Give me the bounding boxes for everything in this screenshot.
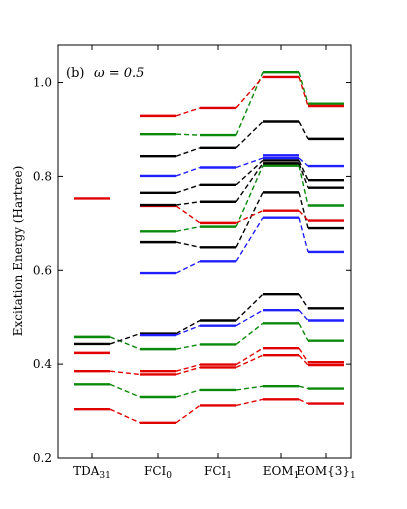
connector-line (175, 133, 201, 136)
x-tick-label: TDA31 (73, 464, 111, 481)
connector-line (235, 398, 264, 407)
connector-line (109, 408, 141, 424)
connector-line (175, 184, 201, 194)
connector-line (175, 166, 201, 177)
connector-line (298, 210, 309, 221)
connector-line (298, 354, 309, 366)
x-tick-label: FCI0 (144, 464, 172, 481)
connector-line (298, 121, 309, 140)
connector-line (298, 385, 309, 390)
connector-line (175, 363, 201, 372)
connector-line (109, 336, 141, 350)
x-tick-label: FCI1 (204, 464, 232, 481)
connector-line (298, 192, 309, 229)
connector-line (175, 404, 201, 424)
connector-line (298, 347, 309, 363)
y-tick-label: 0.4 (33, 357, 52, 371)
connector-line (175, 241, 201, 248)
connector-line (235, 293, 264, 321)
connector-line (175, 107, 201, 117)
connector-line (175, 319, 201, 335)
connector-line (235, 159, 264, 186)
connector-line (109, 370, 141, 376)
y-tick-label: 1.0 (33, 76, 52, 90)
connector-line (235, 347, 264, 366)
connector-line (298, 163, 309, 188)
connector-line (175, 201, 201, 206)
connector-line (298, 72, 309, 104)
y-tick-label: 0.8 (33, 169, 52, 183)
connector-line (235, 385, 264, 391)
connector-line (109, 383, 141, 398)
connector-line (235, 157, 264, 169)
connector-line (175, 225, 201, 233)
y-tick-label: 0.2 (33, 451, 52, 465)
plot-frame (57, 44, 352, 459)
connector-line (235, 165, 264, 227)
connector-line (175, 343, 201, 350)
connector-line (235, 217, 264, 262)
connector-line (175, 389, 201, 398)
connector-line (298, 322, 309, 341)
connector-line (235, 354, 264, 369)
connector-line (235, 120, 264, 149)
connector-line (298, 217, 309, 253)
connector-line (298, 160, 309, 181)
connector-line (298, 76, 309, 107)
x-tick-label: EOM{3}1 (296, 464, 356, 481)
connector-line (175, 205, 201, 224)
connector-line (175, 366, 201, 376)
connector-line (175, 325, 201, 336)
connector-line (298, 398, 309, 405)
y-tick-label: 0.6 (33, 263, 52, 277)
connector-line (298, 157, 309, 167)
connector-line (109, 332, 141, 345)
connector-line (175, 260, 201, 274)
connector-line (235, 76, 264, 109)
connector-line (175, 147, 201, 157)
connector-line (298, 309, 309, 321)
connector-line (235, 210, 264, 224)
connector-line (298, 293, 309, 309)
connector-line (235, 192, 264, 248)
panel-label: (b) (66, 66, 84, 81)
levels-layer (74, 71, 344, 425)
y-axis-title: Excitation Energy (Hartree) (11, 166, 25, 337)
connector-line (235, 322, 264, 345)
connector-line (298, 165, 309, 206)
panel-parameter: ω = 0.5 (94, 66, 144, 81)
connector-line (235, 309, 264, 327)
x-tick-label: EOM1 (263, 464, 300, 481)
